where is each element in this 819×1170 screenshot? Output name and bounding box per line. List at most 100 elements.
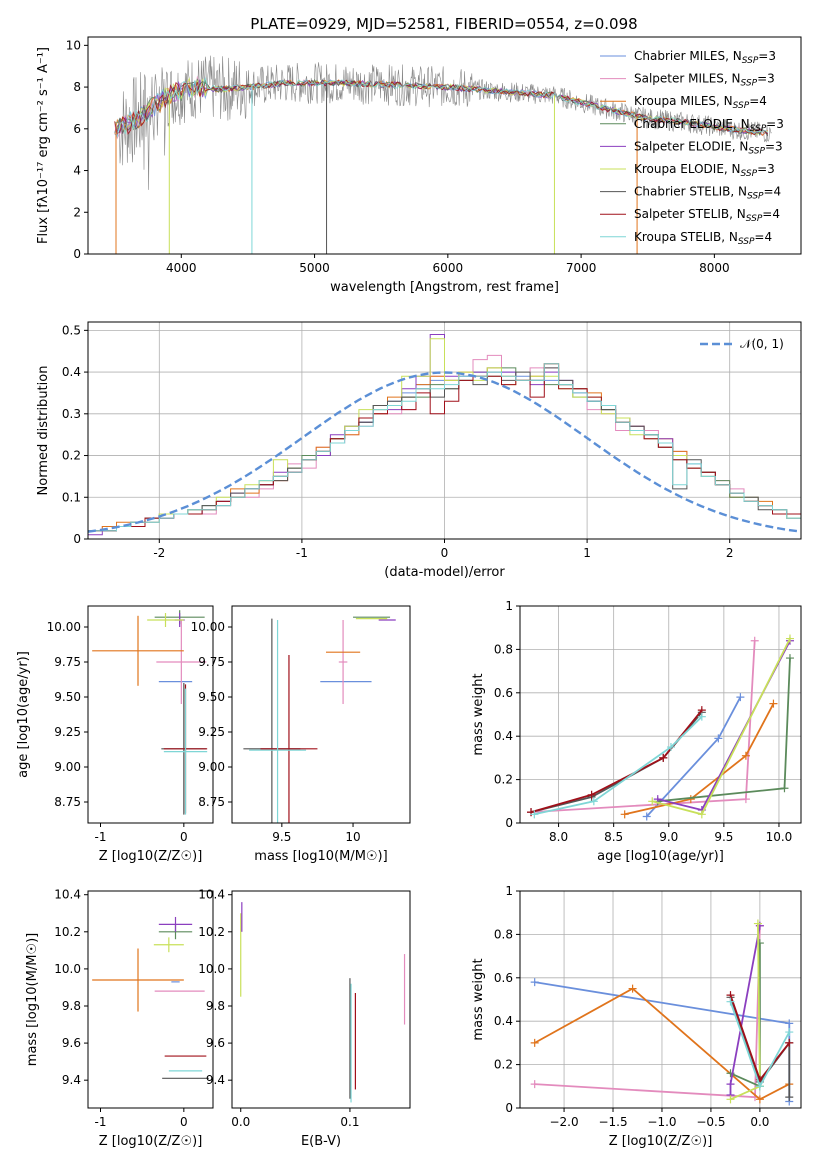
- axes-frame: [231, 605, 411, 824]
- histogram-series-8: [88, 363, 801, 539]
- weight-marker: [589, 797, 598, 806]
- x-tick-label: -1: [95, 830, 107, 844]
- weight-marker: [785, 634, 794, 643]
- x-tick-label: 0.1: [340, 1115, 359, 1129]
- x-tick-label: 6000: [433, 261, 464, 275]
- panel-6: -1 0 9.4 9.6 9.8 10.0 10.2 10.4 Z [log10(Z/Z☉)] m…: [25, 888, 214, 1149]
- legend-label: Chabrier MILES, NSSP=3: [634, 49, 776, 66]
- axes-frame: [87, 605, 214, 824]
- panel-1: 4000 5000 6000 7000 8000 0 2 4 6 8 10 wavelength [A…: [36, 36, 802, 295]
- y-tick-label: 10.00: [191, 620, 225, 634]
- weight-marker: [755, 1082, 764, 1091]
- y-tick-label: 9.75: [54, 655, 81, 669]
- x-tick-label: 1: [583, 546, 591, 560]
- spectrum-title: PLATE=0929, MJD=52581, FIBERID=0554, z=0…: [250, 15, 637, 33]
- weight-marker: [686, 795, 695, 804]
- legend-label: Salpeter ELODIE, NSSP=3: [634, 139, 783, 156]
- plot-area: [92, 916, 209, 1079]
- x-tick-label: 0: [180, 830, 188, 844]
- x-tick-label: 8.5: [604, 830, 623, 844]
- weight-marker: [648, 797, 657, 806]
- y-tick-label: 2: [73, 205, 81, 219]
- histogram-series-9: [88, 363, 801, 539]
- weight-marker: [659, 753, 668, 762]
- weight-marker: [620, 810, 629, 819]
- x-axis-label: (data-model)/error: [384, 565, 505, 580]
- y-tick-label: 4: [73, 164, 81, 178]
- y-tick-label: 0.6: [494, 971, 513, 985]
- weight-marker: [736, 693, 745, 702]
- x-tick-label: −0.5: [696, 1115, 725, 1129]
- y-tick-label: 0: [505, 1101, 513, 1115]
- y-tick-label: 0.4: [62, 365, 81, 379]
- x-tick-label: -1: [296, 546, 308, 560]
- weight-marker: [753, 919, 762, 928]
- x-axis-label: E(B-V): [301, 1134, 341, 1149]
- plot-area: [114, 55, 772, 254]
- model-spectrum-8: [114, 79, 769, 136]
- y-tick-label: 10.2: [198, 925, 225, 939]
- y-tick-label: 9.6: [206, 1036, 225, 1050]
- weight-marker: [726, 1095, 735, 1104]
- weight-marker: [714, 734, 723, 743]
- x-axis-label: Z [log10(Z/Z☉)]: [609, 1134, 713, 1149]
- y-tick-label: 0.4: [494, 1014, 513, 1028]
- y-tick-label: 8.75: [198, 795, 225, 809]
- plot-area: [88, 334, 801, 539]
- x-tick-label: 2: [726, 546, 734, 560]
- x-tick-label: -2: [153, 546, 165, 560]
- y-axis-label: Normed distribution: [36, 366, 51, 496]
- y-tick-label: 9.25: [198, 725, 225, 739]
- weight-marker: [755, 1095, 764, 1104]
- y-tick-label: 9.25: [54, 725, 81, 739]
- weight-marker: [785, 1019, 794, 1028]
- y-tick-label: 10: [66, 38, 81, 52]
- y-tick-label: 9.4: [62, 1073, 81, 1087]
- axes-frame: [519, 605, 802, 824]
- y-tick-label: 0.6: [494, 686, 513, 700]
- legend-label: Kroupa ELODIE, NSSP=3: [634, 162, 775, 179]
- panel-3: -1 0 8.75 9.00 9.25 9.50 9.75 10.00 Z [log10(Z/Z…: [16, 605, 214, 864]
- y-tick-label: 0.3: [62, 407, 81, 421]
- legend-label: 𝒩(0, 1): [740, 337, 784, 351]
- plot-area: [243, 616, 396, 823]
- y-axis-label: mass [log10(M/M☉)]: [25, 933, 40, 1066]
- axes-frame: [519, 890, 802, 1109]
- y-tick-label: 9.8: [206, 999, 225, 1013]
- y-axis-label: mass weight: [471, 958, 486, 1040]
- weight-marker: [785, 1028, 794, 1037]
- weight-marker: [785, 654, 794, 663]
- y-tick-label: 10.4: [54, 888, 81, 902]
- x-axis-label: Z [log10(Z/Z☉)]: [99, 1134, 203, 1149]
- weight-marker: [530, 1038, 539, 1047]
- y-tick-label: 9.75: [198, 655, 225, 669]
- weight-marker: [530, 1080, 539, 1089]
- x-tick-label: 9.5: [714, 830, 733, 844]
- y-tick-label: 10.0: [198, 962, 225, 976]
- weight-marker: [741, 795, 750, 804]
- x-axis-label: Z [log10(Z/Z☉)]: [99, 849, 203, 864]
- legend-label: Salpeter STELIB, NSSP=4: [634, 207, 780, 224]
- panel-7: 0.0 0.1 9.4 9.6 9.8 10.0 10.2 10.4 E(B-V): [198, 888, 411, 1149]
- weight-marker: [750, 636, 759, 645]
- weight-marker: [780, 784, 789, 793]
- y-tick-label: 0.5: [62, 323, 81, 337]
- y-tick-label: 9.4: [206, 1073, 225, 1087]
- weight-marker: [741, 751, 750, 760]
- panel-4: 9.5 10 8.75 9.00 9.25 9.50 9.75 10.00 mass [log1…: [191, 605, 411, 864]
- x-tick-label: −1.5: [598, 1115, 627, 1129]
- y-tick-label: 9.50: [198, 690, 225, 704]
- weight-marker: [769, 699, 778, 708]
- y-tick-label: 9.50: [54, 690, 81, 704]
- y-tick-label: 8: [73, 80, 81, 94]
- axes-frame: [231, 890, 411, 1109]
- x-tick-label: 0.0: [750, 1115, 769, 1129]
- panel-8: −2.0 −1.5 −1.0 −0.5 0.0 0 0.2 0.4 0.6 0.8 1 Z [log1…: [471, 884, 802, 1149]
- weight-marker: [697, 810, 706, 819]
- panel-5: 8.0 8.5 9.0 9.5 10.0 0 0.2 0.4 0.6 0.8 1 age [log10…: [471, 599, 802, 864]
- weight-line-8: [530, 709, 703, 813]
- weight-line-3: [534, 987, 790, 1101]
- y-tick-label: 1: [505, 884, 513, 898]
- weight-line-2: [530, 640, 756, 813]
- y-tick-label: 0: [505, 816, 513, 830]
